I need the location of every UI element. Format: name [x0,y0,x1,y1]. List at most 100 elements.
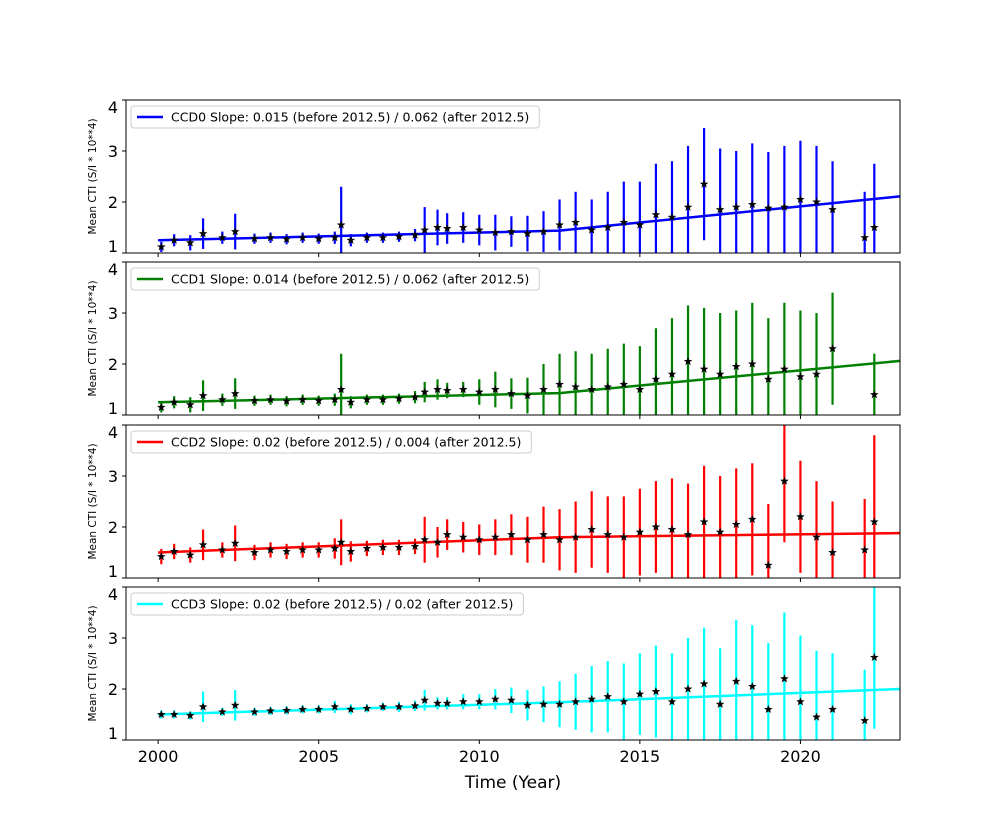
data-point [475,697,484,706]
data-point [715,527,725,536]
data-point [796,372,805,381]
data-point [458,223,468,232]
data-point [635,385,645,394]
x-axis-label: Time (Year) [464,773,561,793]
data-point [198,229,208,238]
data-point [169,235,179,244]
data-point [198,702,208,711]
data-point [314,234,323,243]
data-point [555,220,564,229]
data-point [683,684,693,693]
data-point [870,652,879,661]
legend: CCD2 Slope: 0.02 (before 2012.5) / 0.004… [130,430,532,454]
data-point [651,687,661,696]
data-point [715,699,725,708]
data-point [555,699,564,708]
data-point [619,217,629,226]
data-point [491,385,500,394]
x-tick-label: 2000 [138,747,179,766]
legend-label: CCD1 Slope: 0.014 (before 2012.5) / 0.06… [171,272,529,287]
data-point [571,382,580,391]
data-point [603,692,612,701]
data-point [715,205,725,214]
legend-label: CCD0 Slope: 0.015 (before 2012.5) / 0.06… [171,110,529,125]
data-point [539,227,548,236]
data-point [764,704,773,713]
data-point [764,203,773,212]
data-point [748,200,757,209]
data-point [298,545,307,554]
data-point [860,545,869,554]
data-point [475,535,484,544]
data-point [218,395,227,404]
y-tick-label: 1 [108,724,118,743]
data-point [266,233,275,242]
data-point [683,356,693,366]
data-point [748,682,757,691]
data-point [298,704,307,713]
data-point [731,676,741,685]
data-point [282,547,291,556]
axes-frame [125,586,901,741]
data-point [651,374,661,383]
data-point [314,545,323,554]
data-point [378,395,388,404]
data-point [828,548,837,557]
data-point [715,369,725,378]
data-point [699,679,709,688]
data-point [587,694,596,703]
data-point [410,701,420,710]
y-axis-label: Mean CTI (S/I * 10**4) [87,280,99,396]
data-point [157,552,166,561]
data-point [157,242,166,251]
data-point [764,560,773,569]
subplot-ccd0: 1 2 3 4 Mean CTI (S/I * 10**4) CCD0 Slope: 0.… [87,98,901,257]
data-point [433,537,442,546]
data-point [780,202,789,211]
data-point [683,202,693,211]
data-point [731,520,741,529]
data-point [603,223,612,232]
data-point [764,374,773,383]
y-tick-label: 2 [108,355,118,374]
data-point [635,220,645,229]
data-point [169,547,179,556]
y-tick-label: 2 [108,518,118,537]
data-point [796,512,805,521]
data-point [442,386,452,395]
data-point [298,233,307,242]
data-point [346,704,356,713]
data-point [587,385,596,394]
data-point [433,385,442,394]
data-point [523,229,532,238]
data-point [330,233,339,242]
data-point [539,530,548,539]
subplot-ccd1: 1 2 3 4 Mean CTI (S/I * 10**4) CCD1 Slope: 0.… [87,260,901,419]
data-point [330,702,339,711]
data-point [336,385,346,394]
y-tick-label: 4 [108,260,118,279]
data-point [571,217,580,226]
data-point [587,225,596,234]
data-point [507,695,516,704]
data-point [860,716,869,725]
data-point [667,697,677,706]
data-point [555,535,564,544]
axes-frame [125,99,901,254]
legend: CCD1 Slope: 0.014 (before 2012.5) / 0.06… [130,267,540,291]
data-point [780,364,789,373]
data-point [870,223,879,232]
data-point [780,476,789,485]
data-point [218,545,227,554]
data-point [266,395,275,404]
data-point [198,540,208,549]
subplot-ccd3: 1 2 3 4 2000 2005 2010 2015 2020 Mean CTI (S/I * … [87,585,901,793]
data-point [298,395,307,404]
y-axis-label: Mean CTI (S/I * 10**4) [87,443,99,559]
data-point [699,517,709,526]
legend-box [130,267,540,291]
data-point [812,712,821,721]
y-tick-label: 1 [108,562,118,581]
legend: CCD0 Slope: 0.015 (before 2012.5) / 0.06… [130,105,540,129]
